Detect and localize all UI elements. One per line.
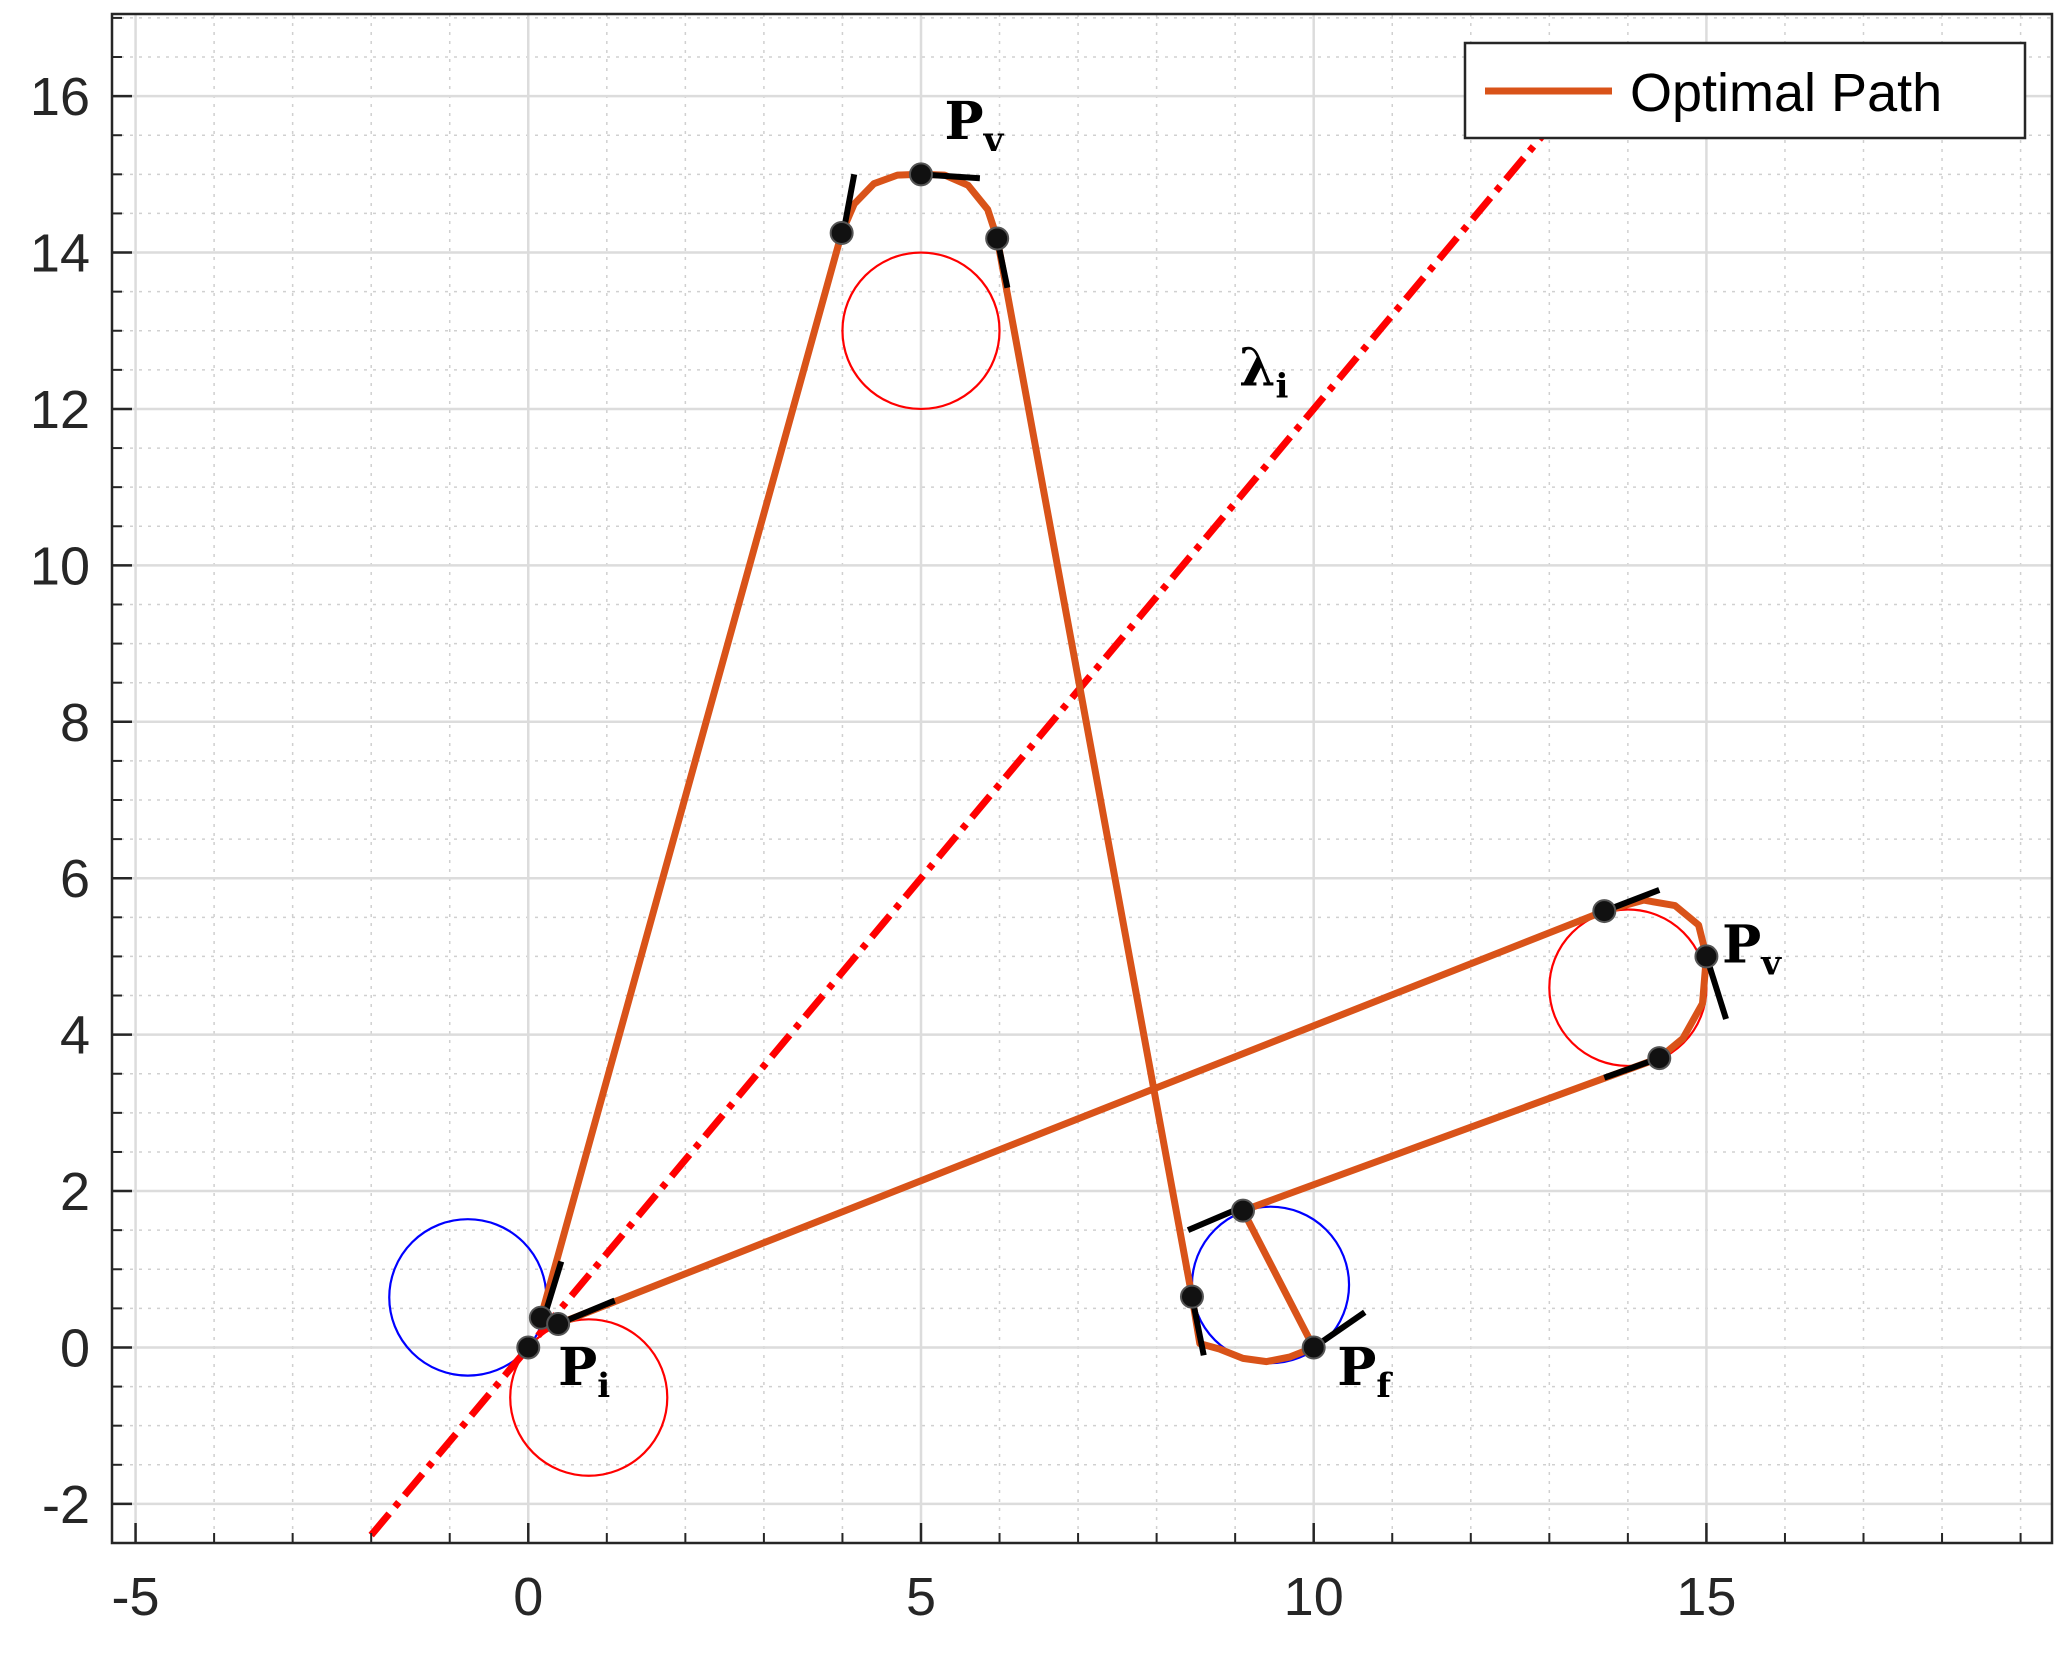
waypoint-marker xyxy=(1179,1284,1204,1309)
waypoint-marker xyxy=(1694,944,1719,969)
major-grid xyxy=(112,14,2052,1543)
y-tick-label: 4 xyxy=(60,1006,90,1066)
x-tick-label: 10 xyxy=(1284,1567,1344,1627)
y-tick-label: 16 xyxy=(30,67,90,127)
axis-ticks: -5 0 5 10 15 -2 0 2 4 6 8 10 12 14 16 xyxy=(30,16,2022,1627)
annotation-label: Pi xyxy=(558,1337,610,1406)
series-line-lambda xyxy=(368,125,1553,1538)
y-tick-label: 0 xyxy=(60,1318,90,1378)
series-lines xyxy=(368,125,1710,1538)
x-tick-label: 15 xyxy=(1676,1567,1736,1627)
annotation-subscript: v xyxy=(1760,944,1782,984)
annotation-main: λ xyxy=(1239,337,1275,398)
annotation-subscript: f xyxy=(1376,1366,1393,1406)
waypoint-marker xyxy=(516,1335,541,1360)
annotation-label: Pv xyxy=(945,91,1005,160)
annotation-main: P xyxy=(945,91,984,152)
annotation-main: P xyxy=(1337,1337,1376,1398)
series-line-optimal-path xyxy=(537,170,1710,1366)
waypoint-marker xyxy=(1592,899,1617,924)
legend-box xyxy=(1463,41,2027,140)
y-tick-label: 14 xyxy=(30,224,90,284)
waypoint-marker xyxy=(1231,1198,1256,1223)
turning-circle xyxy=(841,251,1001,411)
annotation-label: Pf xyxy=(1337,1337,1393,1406)
x-tick-label: 0 xyxy=(513,1567,543,1627)
waypoint-marker xyxy=(1301,1335,1326,1360)
minor-grid xyxy=(112,14,2052,1544)
y-tick-label: 10 xyxy=(30,536,90,596)
waypoint-marker xyxy=(985,226,1010,251)
annotation-subscript: v xyxy=(983,120,1005,160)
x-tick-label: 5 xyxy=(906,1567,936,1627)
y-tick-label: 12 xyxy=(30,380,90,440)
plot-background xyxy=(112,14,2052,1543)
y-tick-label: 2 xyxy=(60,1162,90,1222)
legend: Optimal Path xyxy=(1463,41,2027,140)
annotation-subscript: i xyxy=(597,1366,610,1406)
waypoint-marker xyxy=(1647,1046,1672,1071)
waypoint-marker xyxy=(546,1312,571,1337)
annotation-subscript: i xyxy=(1276,366,1289,406)
x-tick-label: -5 xyxy=(112,1567,160,1627)
turning-circle xyxy=(509,1318,669,1477)
waypoint-marker xyxy=(829,220,854,245)
annotation-main: P xyxy=(1722,915,1761,976)
legend-label: Optimal Path xyxy=(1630,63,1942,123)
annotation-label: λi xyxy=(1239,337,1288,406)
waypoint-marker xyxy=(908,162,933,187)
y-tick-label: -2 xyxy=(42,1475,90,1535)
waypoints xyxy=(516,162,1719,1360)
y-tick-label: 8 xyxy=(60,693,90,753)
annotation-label: Pv xyxy=(1722,915,1782,984)
tangent-segment xyxy=(841,173,858,230)
annotation-main: P xyxy=(558,1337,597,1398)
y-tick-label: 6 xyxy=(60,849,90,909)
plot-frame xyxy=(110,12,2054,1545)
